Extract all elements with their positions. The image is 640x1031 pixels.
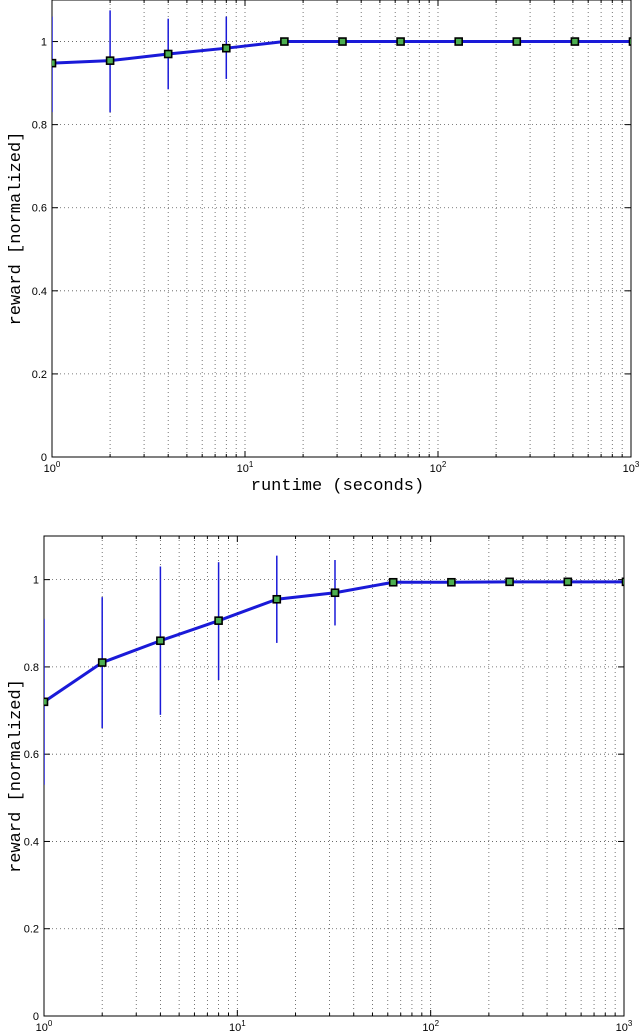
- y-tick-label: 0.8: [32, 120, 47, 132]
- data-point: [272, 594, 282, 604]
- data-point: [388, 577, 398, 587]
- data-point: [628, 37, 631, 46]
- data-point: [156, 636, 165, 646]
- data-point: [338, 37, 347, 46]
- data-point: [621, 577, 624, 587]
- grid: [44, 536, 624, 1016]
- series-1: [52, 10, 631, 113]
- x-tick-label: 101: [229, 1019, 246, 1031]
- plot-frame: [43, 535, 625, 1017]
- x-tick-label: 102: [430, 460, 447, 475]
- series-1: [44, 555, 624, 785]
- y-tick-label: 0.4: [32, 286, 47, 298]
- y-tick-label: 0.6: [32, 203, 47, 215]
- x-tick-label: 102: [422, 1019, 439, 1031]
- y-tick-label: 0.6: [24, 749, 39, 761]
- series-marks: [52, 10, 631, 113]
- y-tick-label: 0.2: [24, 924, 39, 936]
- plot-frame: [51, 0, 632, 458]
- data-point: [447, 577, 456, 587]
- data-point: [44, 697, 49, 707]
- data-point: [570, 37, 580, 46]
- data-point: [505, 577, 514, 587]
- y-tick-label: 1: [33, 575, 39, 587]
- x-axis-label: runtime (seconds): [251, 477, 424, 496]
- y-tick-label: 0.4: [24, 836, 39, 848]
- data-point: [396, 37, 405, 46]
- data-point: [163, 49, 173, 59]
- y-tick-label: 0: [41, 452, 47, 464]
- data-point: [214, 616, 223, 625]
- data-point: [52, 58, 57, 68]
- x-tick-label: 103: [623, 460, 640, 475]
- chart-panel-1: 100 101 102 103 0 0.2 0.4 0.6 0.8 1 runtime (secon…: [7, 0, 640, 496]
- x-tick-label: 100: [44, 460, 61, 475]
- data-point: [454, 37, 463, 46]
- y-tick-label: 0: [33, 1011, 39, 1023]
- y-axis-label: reward [normalized]: [7, 679, 26, 873]
- y-axis-label: reward [normalized]: [7, 132, 26, 326]
- data-point: [563, 577, 573, 587]
- series-marks: [44, 555, 624, 785]
- y-tick-label: 0.8: [24, 662, 39, 674]
- x-tick-label: 103: [616, 1019, 633, 1031]
- y-tick-label: 0.2: [32, 369, 47, 381]
- data-point: [330, 588, 340, 598]
- data-point: [280, 37, 289, 46]
- grid: [52, 0, 631, 457]
- data-point: [221, 43, 231, 53]
- data-point: [512, 37, 522, 46]
- x-tick-label: 101: [237, 460, 254, 475]
- data-point: [97, 658, 107, 667]
- y-tick-label: 1: [41, 37, 47, 49]
- x-tick-label: 100: [36, 1019, 53, 1031]
- data-point: [105, 56, 115, 65]
